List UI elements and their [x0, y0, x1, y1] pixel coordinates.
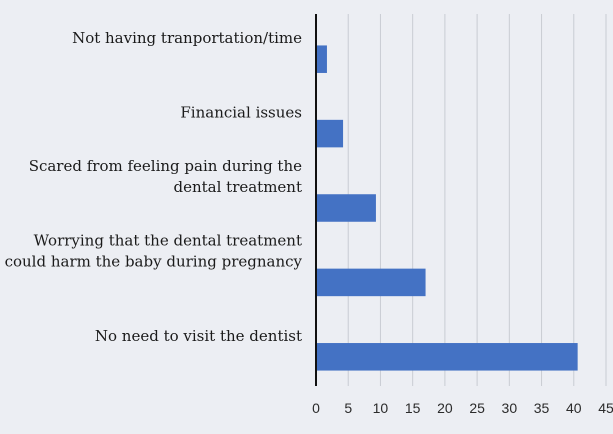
category-label-2-line-1: dental treatment — [173, 178, 302, 196]
tick-label-4: 20 — [437, 400, 453, 416]
category-label-0: Not having tranportation/time — [72, 29, 302, 47]
tick-label-3: 15 — [405, 400, 421, 416]
tick-label-8: 40 — [566, 400, 582, 416]
bar-2 — [316, 194, 376, 222]
tick-label-9: 45 — [598, 400, 613, 416]
bar-3 — [316, 268, 426, 297]
tick-label-2: 10 — [373, 400, 389, 416]
tick-label-6: 30 — [502, 400, 518, 416]
category-label-3-line-1: could harm the baby during pregnancy — [5, 252, 303, 270]
tick-label-7: 35 — [534, 400, 550, 416]
category-label-1: Financial issues — [180, 104, 302, 122]
tick-label-1: 5 — [344, 400, 352, 416]
category-label-2-line-0: Scared from feeling pain during the — [29, 157, 302, 175]
gridlines — [347, 14, 607, 386]
tick-label-5: 25 — [469, 400, 485, 416]
bar-1 — [316, 119, 344, 148]
bars — [316, 45, 578, 371]
category-labels: Not having tranportation/time Financial i… — [5, 29, 303, 345]
category-label-4: No need to visit the dentist — [95, 327, 302, 345]
bar-0 — [316, 45, 327, 73]
tick-labels: 0 5 10 15 20 25 30 35 40 45 — [312, 400, 613, 416]
tick-label-0: 0 — [312, 400, 320, 416]
category-label-3-line-0: Worrying that the dental treatment — [34, 231, 302, 249]
bar-4 — [316, 343, 578, 371]
